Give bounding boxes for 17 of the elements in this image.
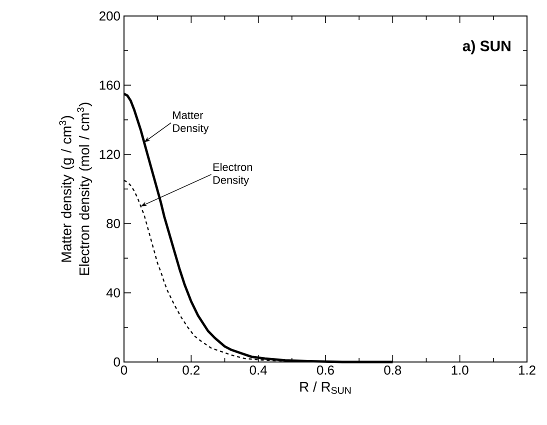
x-tick-label: 0.8 <box>384 366 402 375</box>
x-tick-label: 0.6 <box>317 366 334 375</box>
x-tick-label: 0.2 <box>182 366 200 375</box>
y-tick-label: 40 <box>106 288 120 298</box>
y-tick-label: 200 <box>100 11 120 21</box>
text: Electron Density <box>213 162 252 186</box>
x-tick-label: 0.4 <box>250 366 267 375</box>
text: a) SUN <box>462 40 510 54</box>
x-tick-label: 1.2 <box>518 366 536 375</box>
y-tick-label: 0 <box>114 357 120 367</box>
x-tick-label: 0 <box>120 366 128 375</box>
text: Matter Density <box>173 111 209 134</box>
y-tick-label: 80 <box>106 219 120 228</box>
x-axis-title: R / R$_{SUN}$ <box>300 382 351 394</box>
y-tick-label: 120 <box>100 150 120 159</box>
y-tick-label: 160 <box>100 80 120 90</box>
x-tick-label: 1.0 <box>452 366 468 375</box>
